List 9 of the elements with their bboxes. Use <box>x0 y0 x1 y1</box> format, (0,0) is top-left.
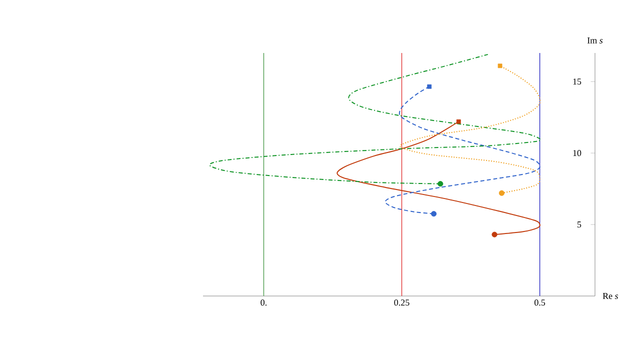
y-tick-label: 5 <box>577 222 582 228</box>
y-tick-label: 10 <box>573 150 582 156</box>
x-tick-label: 0.5 <box>534 300 546 306</box>
x-tick-label: 0.25 <box>394 300 410 306</box>
y-axis-title: Im s <box>587 37 603 44</box>
x-axis-title: Re s <box>602 293 618 299</box>
point <box>438 180 444 187</box>
y-tick-label: 15 <box>573 78 582 85</box>
x-tick-label: 0. <box>260 300 267 306</box>
